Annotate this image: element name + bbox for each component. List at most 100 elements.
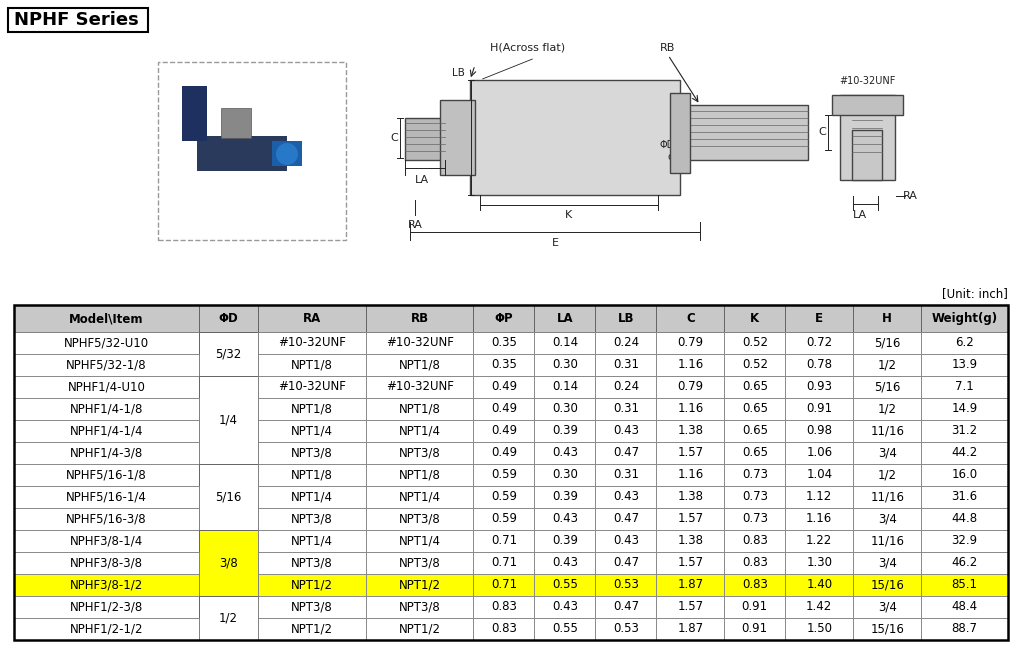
- Text: LB: LB: [617, 312, 634, 325]
- Bar: [366, 332, 473, 354]
- Bar: [656, 420, 724, 442]
- Bar: [258, 398, 366, 420]
- Bar: [656, 574, 724, 596]
- Text: NPHF Series: NPHF Series: [14, 11, 138, 29]
- Bar: [258, 376, 366, 398]
- Bar: [366, 508, 473, 530]
- Text: 0.52: 0.52: [741, 336, 768, 350]
- Bar: [853, 618, 922, 640]
- Bar: [595, 398, 656, 420]
- Bar: [200, 332, 258, 376]
- Text: 0.39: 0.39: [552, 535, 578, 547]
- Bar: [8, 8, 148, 32]
- Bar: [535, 530, 595, 552]
- Bar: [366, 618, 473, 640]
- Text: 0.83: 0.83: [492, 622, 517, 636]
- Bar: [14, 354, 200, 376]
- Bar: [922, 464, 1008, 486]
- Bar: [366, 354, 473, 376]
- Bar: [724, 552, 785, 574]
- Bar: [200, 464, 258, 530]
- Text: 0.83: 0.83: [741, 579, 768, 591]
- Bar: [922, 596, 1008, 618]
- Text: 0.83: 0.83: [492, 600, 517, 614]
- Bar: [853, 530, 922, 552]
- Bar: [922, 305, 1008, 332]
- Text: 0.59: 0.59: [490, 491, 517, 503]
- Bar: [14, 376, 200, 398]
- Bar: [200, 376, 258, 464]
- Bar: [595, 530, 656, 552]
- Text: 0.59: 0.59: [490, 513, 517, 525]
- Bar: [656, 332, 724, 354]
- Bar: [785, 508, 853, 530]
- Bar: [258, 420, 366, 442]
- Bar: [366, 354, 473, 376]
- Text: LB: LB: [453, 68, 465, 78]
- Text: 31.2: 31.2: [951, 424, 978, 438]
- Text: 1.22: 1.22: [806, 535, 833, 547]
- Bar: [473, 552, 535, 574]
- Bar: [535, 354, 595, 376]
- Bar: [595, 305, 656, 332]
- Bar: [473, 376, 535, 398]
- Bar: [785, 354, 853, 376]
- Text: 1.16: 1.16: [677, 469, 703, 481]
- Bar: [366, 574, 473, 596]
- Text: RB: RB: [411, 312, 429, 325]
- Text: 0.43: 0.43: [552, 513, 578, 525]
- Bar: [785, 464, 853, 486]
- Text: 7.1: 7.1: [955, 380, 974, 394]
- Text: NPT1/4: NPT1/4: [398, 535, 440, 547]
- Bar: [852, 130, 882, 180]
- Text: H: H: [883, 312, 892, 325]
- Text: Weight(g): Weight(g): [932, 312, 997, 325]
- Text: 1.30: 1.30: [806, 557, 833, 569]
- Bar: [14, 420, 200, 442]
- Bar: [785, 420, 853, 442]
- Bar: [922, 442, 1008, 464]
- Bar: [473, 530, 535, 552]
- Text: 0.53: 0.53: [613, 622, 639, 636]
- Bar: [724, 486, 785, 508]
- Text: H(Across flat): H(Across flat): [490, 43, 565, 53]
- Bar: [473, 332, 535, 354]
- Text: 0.65: 0.65: [741, 446, 768, 460]
- Text: 0.31: 0.31: [613, 469, 639, 481]
- Bar: [656, 376, 724, 398]
- Text: NPT1/2: NPT1/2: [291, 579, 333, 591]
- Bar: [473, 574, 535, 596]
- Text: 0.78: 0.78: [806, 358, 833, 372]
- Bar: [785, 618, 853, 640]
- Bar: [922, 486, 1008, 508]
- Bar: [258, 618, 366, 640]
- Bar: [535, 574, 595, 596]
- Bar: [785, 354, 853, 376]
- Bar: [366, 596, 473, 618]
- Text: 11/16: 11/16: [870, 491, 904, 503]
- Bar: [366, 596, 473, 618]
- Bar: [840, 95, 895, 180]
- Text: 0.31: 0.31: [613, 402, 639, 416]
- Bar: [272, 141, 302, 166]
- Text: C: C: [390, 133, 398, 143]
- Text: ΦP: ΦP: [668, 153, 682, 163]
- Text: NPHF5/16-3/8: NPHF5/16-3/8: [67, 513, 146, 525]
- Bar: [473, 486, 535, 508]
- Text: 0.43: 0.43: [552, 600, 578, 614]
- Text: ΦD: ΦD: [219, 312, 239, 325]
- Bar: [656, 332, 724, 354]
- Text: 0.35: 0.35: [492, 336, 517, 350]
- Text: 3/8: 3/8: [219, 557, 238, 569]
- Bar: [406, 118, 445, 160]
- Text: 0.43: 0.43: [613, 491, 639, 503]
- Text: RA: RA: [408, 220, 423, 230]
- Bar: [366, 398, 473, 420]
- Bar: [473, 596, 535, 618]
- Bar: [656, 552, 724, 574]
- Bar: [535, 398, 595, 420]
- Bar: [535, 305, 595, 332]
- Bar: [200, 305, 258, 332]
- Bar: [922, 508, 1008, 530]
- Bar: [724, 508, 785, 530]
